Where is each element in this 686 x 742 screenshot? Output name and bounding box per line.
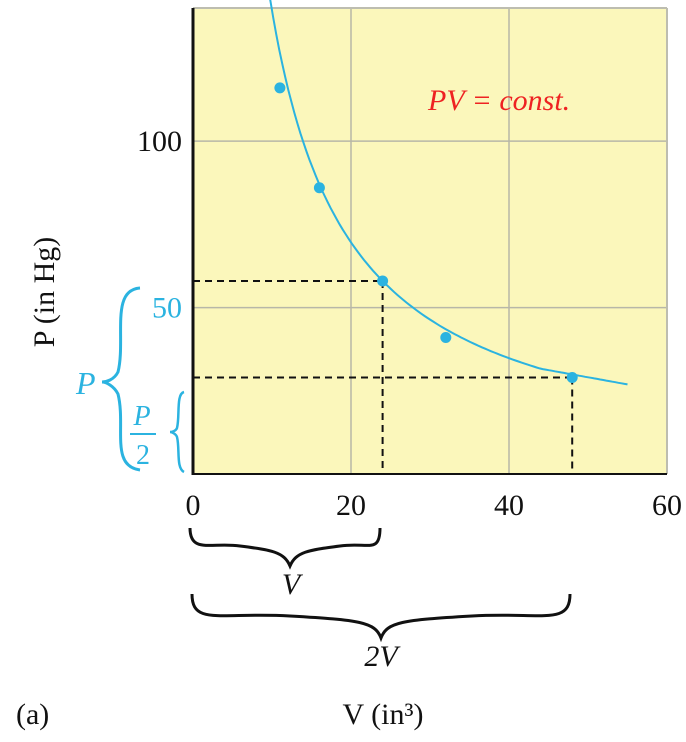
x-tick-label-20: 20	[336, 489, 366, 522]
v-brace-label: V	[282, 568, 304, 601]
annotation-pv-const: PV = const.	[427, 84, 570, 117]
pv-curve	[269, 0, 628, 386]
p-half-denominator: 2	[136, 440, 150, 471]
data-points	[274, 82, 578, 383]
panel-label: (a)	[16, 698, 49, 731]
y-tick-label-50: 50	[152, 292, 182, 325]
v-brace	[188, 527, 382, 570]
y-tick-label-100: 100	[137, 125, 182, 158]
y-axis-label: P (in Hg)	[28, 237, 61, 348]
x-tick-label-60: 60	[652, 489, 682, 522]
plot-background	[193, 8, 667, 474]
data-point-1	[274, 82, 286, 94]
data-point-2	[313, 182, 325, 194]
p-half-numerator: P	[132, 401, 150, 432]
tick-labels: 0 20 40 60 50 100	[137, 125, 682, 522]
data-point-3	[377, 275, 389, 287]
x-tick-label-40: 40	[494, 489, 524, 522]
p-brace-label: P	[75, 365, 96, 401]
x-axis-label: V (in³)	[343, 698, 424, 731]
two-v-brace-label: 2V	[364, 640, 401, 673]
p-half-brace	[169, 390, 185, 474]
p-brace	[101, 286, 141, 472]
two-v-brace	[190, 593, 572, 643]
guide-lines	[193, 279, 574, 474]
data-point-4	[440, 332, 452, 344]
data-point-5	[566, 371, 578, 383]
x-tick-label-0: 0	[186, 489, 201, 522]
